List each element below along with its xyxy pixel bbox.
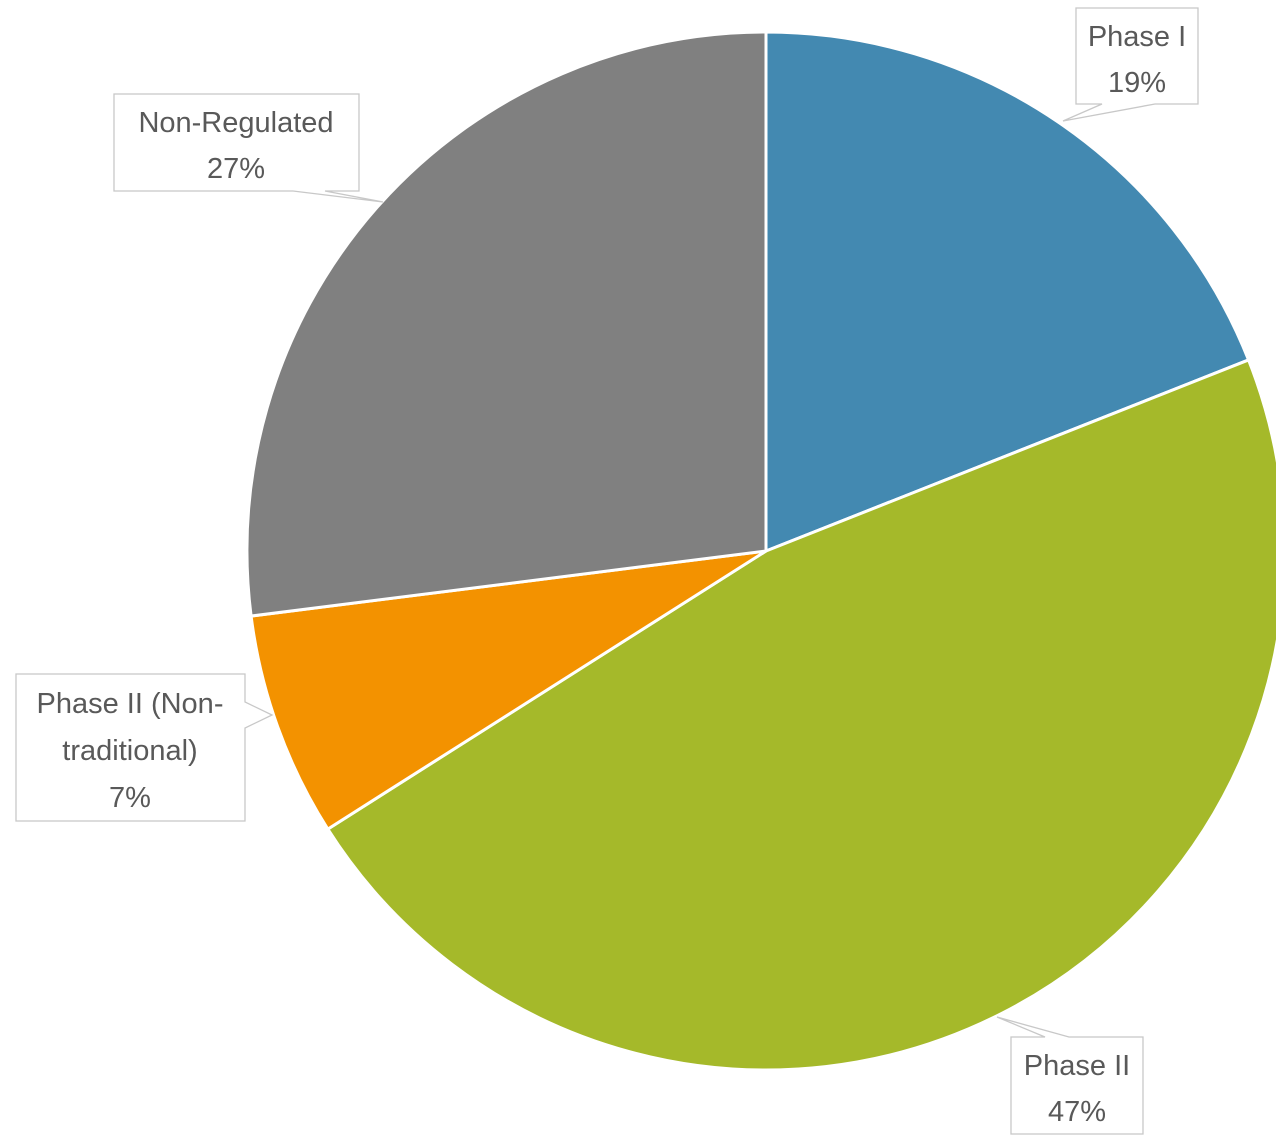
- pie-slice-phase-ii: [326, 358, 1276, 1072]
- callout-box: [1062, 7, 1199, 122]
- slice-label: Phase II: [1024, 1050, 1130, 1082]
- slice-label: Phase I: [1088, 21, 1186, 53]
- slice-percent-label: 19%: [1108, 67, 1166, 99]
- slice-label-line-2: traditional): [62, 735, 197, 767]
- callout-phase-ii: Phase II 47%: [996, 1016, 1144, 1135]
- callout-box: [15, 673, 274, 822]
- pie-slices: [245, 30, 1276, 1072]
- slice-percent-label: 47%: [1048, 1096, 1106, 1128]
- callout-phase-i: Phase I 19%: [1062, 7, 1199, 122]
- pie-slice-phase-i: [764, 30, 1251, 553]
- slice-percent-label: 7%: [109, 782, 151, 814]
- pie-slice-non-regulated: [245, 30, 768, 618]
- callout-box: [113, 93, 384, 203]
- callout-phase-ii-non-traditional: Phase II (Non- traditional) 7%: [15, 673, 274, 822]
- slice-label-line-1: Phase II (Non-: [37, 688, 224, 720]
- callout-box: [996, 1016, 1144, 1135]
- slice-label: Non-Regulated: [138, 107, 333, 139]
- slice-percent-label: 27%: [207, 153, 265, 185]
- callout-non-regulated: Non-Regulated 27%: [113, 93, 384, 203]
- pie-slice-phase-ii-non-traditional: [249, 549, 768, 831]
